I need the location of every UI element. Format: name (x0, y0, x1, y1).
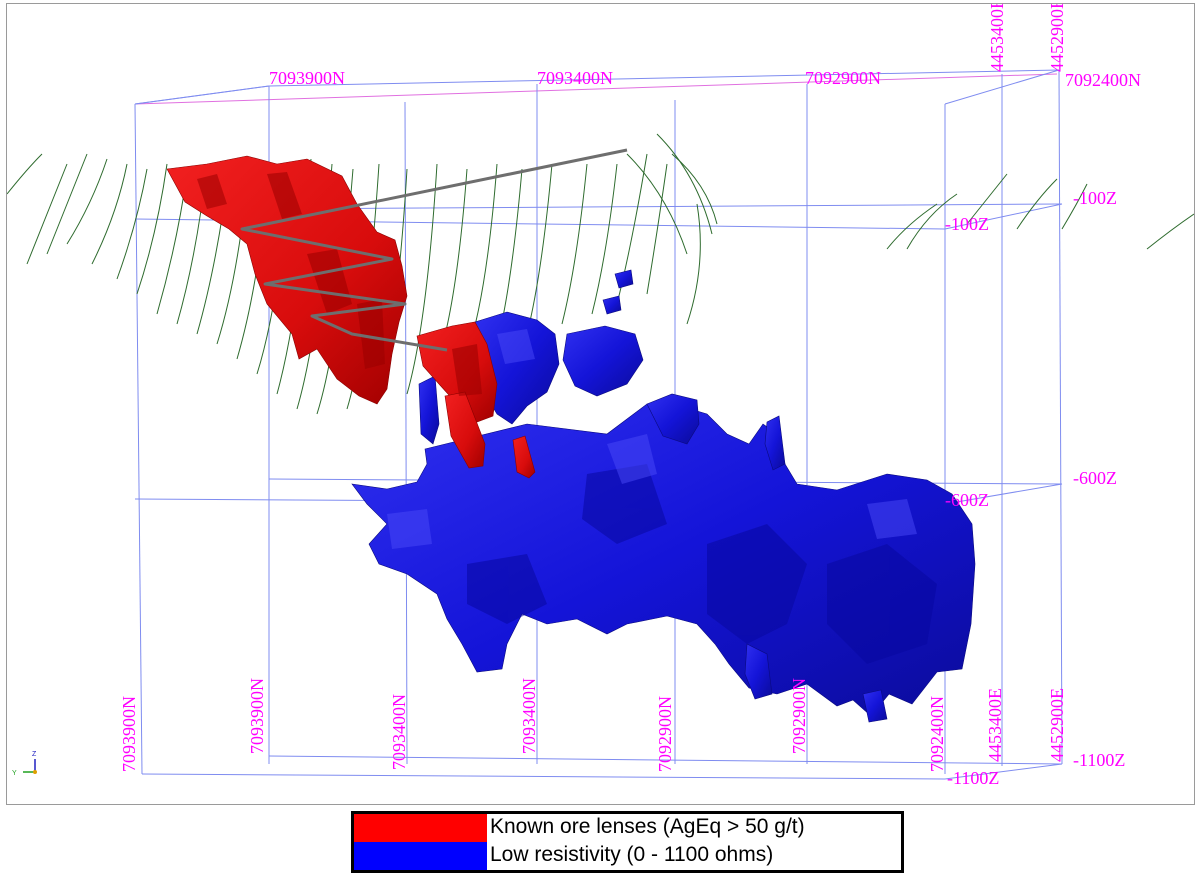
bottom-north-label: 7093900N (247, 678, 267, 754)
z-labels: -100Z -600Z -1100Z -100Z -600Z -1100Z (945, 188, 1125, 788)
z-label-inner: -1100Z (947, 768, 999, 788)
bottom-north-label: 7092900N (789, 678, 809, 754)
legend-label-ore: Known ore lenses (AgEq > 50 g/t) (490, 815, 805, 838)
3d-viewport[interactable]: 7093900N 7093400N 7092900N 7092400N 4453… (6, 3, 1195, 805)
axis-z-label: Z (32, 751, 37, 758)
z-label-right: -100Z (1073, 188, 1117, 208)
bottom-east-label: 4453400E (985, 688, 1005, 762)
top-east-label: 4452900E (1047, 4, 1067, 72)
legend-label-resistivity: Low resistivity (0 - 1100 ohms) (490, 843, 774, 866)
z-label-inner: -600Z (945, 490, 989, 510)
decline-ramp (240, 148, 628, 352)
top-north-label: 7092400N (1065, 70, 1141, 90)
ore-shading (197, 172, 482, 396)
top-north-label: 7093400N (537, 68, 613, 88)
z-label-inner: -100Z (945, 214, 989, 234)
legend-item-resistivity: Low resistivity (0 - 1100 ohms) (354, 842, 901, 870)
legend: Known ore lenses (AgEq > 50 g/t) Low res… (351, 811, 904, 873)
bottom-north-label: 7092900N (655, 696, 675, 772)
bottom-north-label: 7092400N (927, 696, 947, 772)
bottom-north-label: 7093400N (389, 694, 409, 770)
legend-item-ore: Known ore lenses (AgEq > 50 g/t) (354, 814, 901, 842)
z-label-right: -1100Z (1073, 750, 1125, 770)
resistivity-shading (467, 464, 937, 664)
3d-scene: 7093900N 7093400N 7092900N 7092400N 4453… (7, 4, 1194, 788)
axis-triad: Z Y (12, 751, 37, 777)
z-label-right: -600Z (1073, 468, 1117, 488)
bottom-north-label: 7093400N (519, 678, 539, 754)
bottom-east-label: 4452900E (1047, 688, 1067, 762)
top-east-label: 4453400E (987, 4, 1007, 72)
axis-y-label: Y (12, 770, 17, 777)
top-north-label: 7092900N (805, 68, 881, 88)
top-labels: 7093900N 7093400N 7092900N 7092400N 4453… (269, 4, 1141, 90)
top-north-label: 7093900N (269, 68, 345, 88)
legend-swatch-ore (354, 814, 487, 842)
legend-swatch-resistivity (354, 842, 487, 870)
low-resistivity-body (351, 269, 976, 723)
bottom-labels: 7093900N 7093900N 7093400N 7093400N 7092… (119, 678, 1067, 772)
bottom-north-label: 7093900N (119, 696, 139, 772)
resistivity-highlights (387, 329, 917, 549)
